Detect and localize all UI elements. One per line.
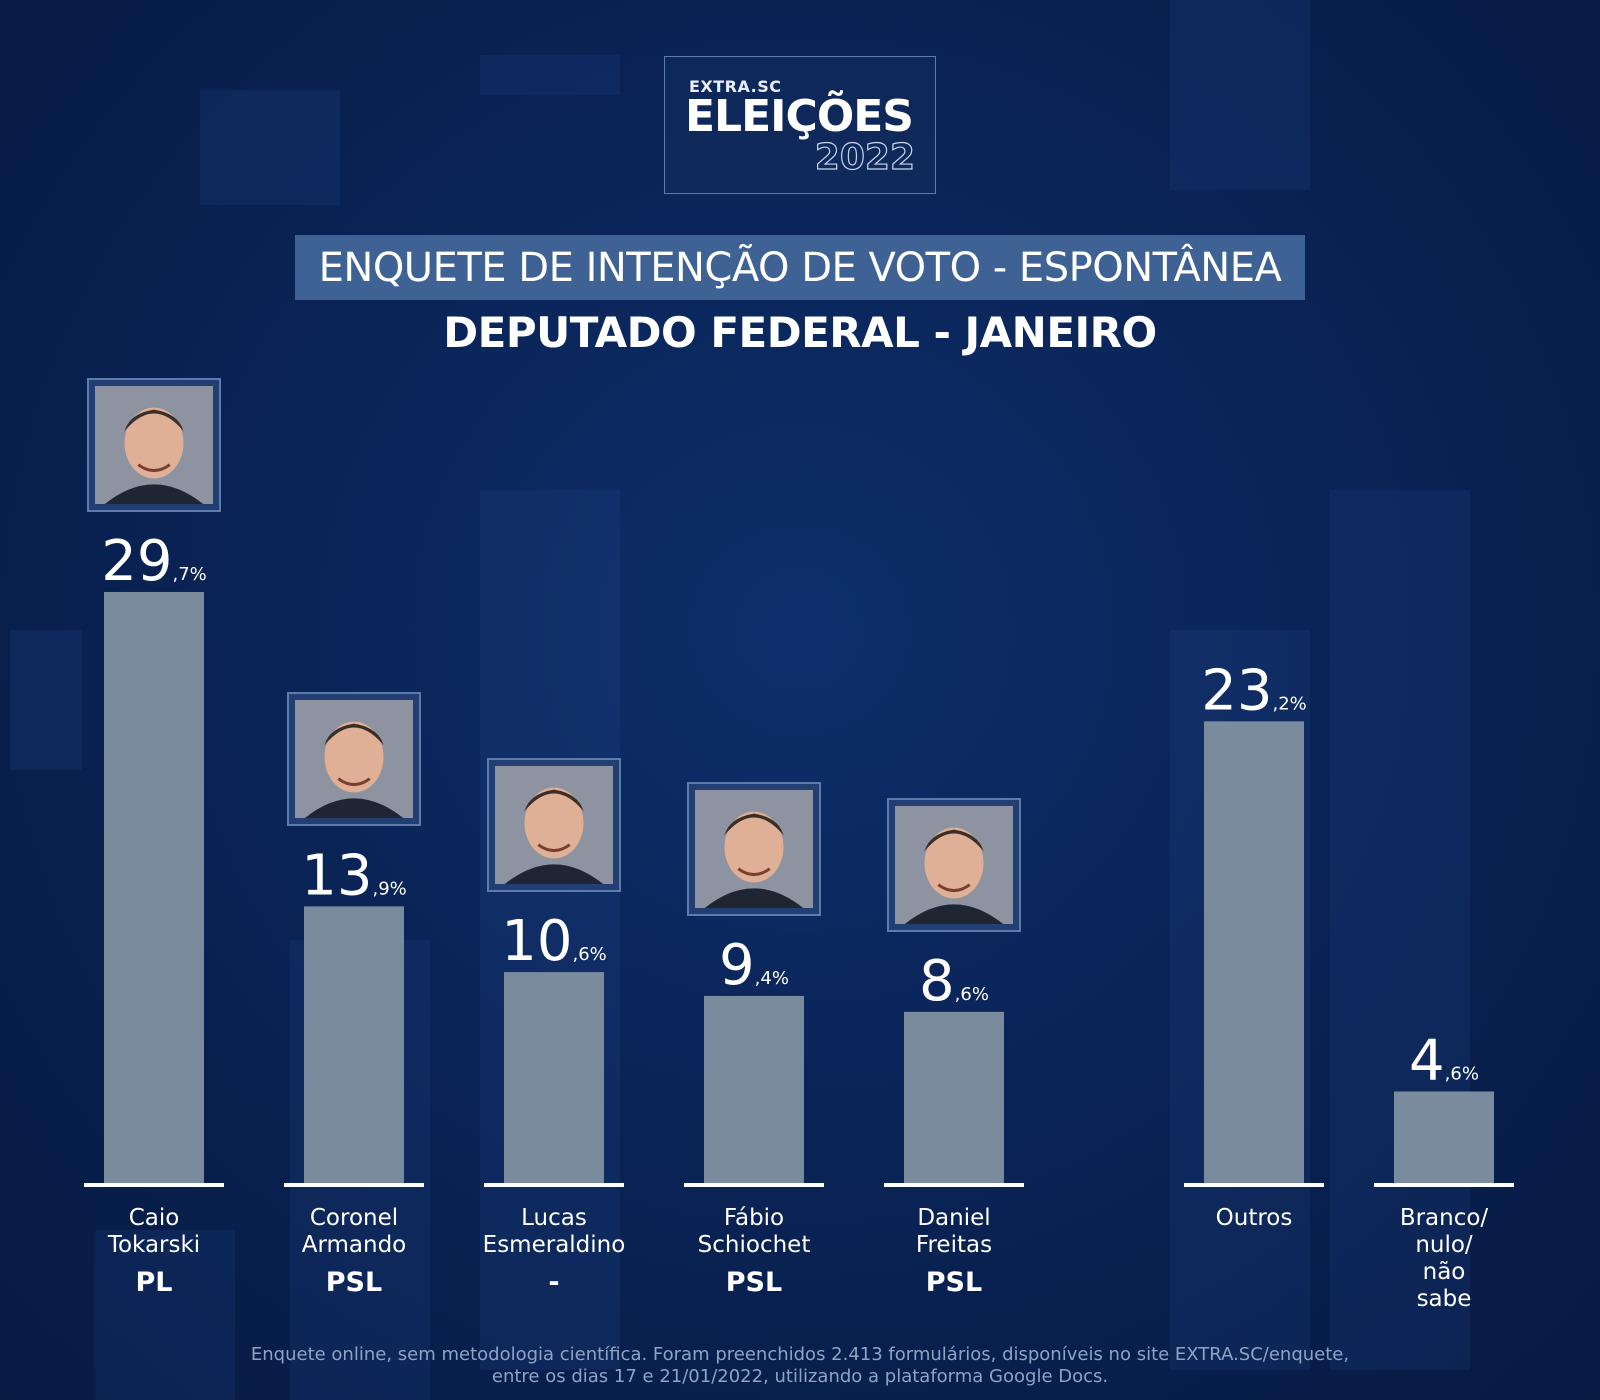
footnote: Enquete online, sem metodologia científi… xyxy=(0,1344,1600,1388)
chart-title-banner: ENQUETE DE INTENÇÃO DE VOTO - ESPONTÂNEA xyxy=(295,235,1305,300)
person-icon xyxy=(495,766,613,885)
data-label: 29,7% xyxy=(101,529,207,594)
party-label: PSL xyxy=(925,1267,983,1298)
candidate-photo xyxy=(487,758,621,893)
candidate-photo xyxy=(687,781,821,916)
background-decoration xyxy=(1170,0,1310,190)
bar xyxy=(904,1011,1004,1183)
logo-brand: EXTRA.SC xyxy=(689,77,782,96)
background-decoration xyxy=(480,490,620,1370)
party-label: PSL xyxy=(725,1267,783,1298)
person-icon xyxy=(295,700,413,819)
party-label: PSL xyxy=(325,1267,383,1298)
bar xyxy=(304,906,404,1183)
footnote-line-2: entre os dias 17 e 21/01/2022, utilizand… xyxy=(491,1366,1109,1387)
candidate-photo xyxy=(87,377,221,512)
category-label: Lucas Esmeraldino xyxy=(482,1205,626,1258)
data-label: 8,6% xyxy=(919,949,989,1014)
background-decoration xyxy=(95,1230,235,1400)
person-icon xyxy=(95,385,213,504)
category-label: Outros xyxy=(1215,1205,1293,1231)
candidate-photo xyxy=(887,797,1021,932)
data-label: 23,2% xyxy=(1201,658,1307,723)
category-label: Fábio Schiochet xyxy=(697,1205,811,1258)
background-decoration xyxy=(1330,490,1470,1370)
party-label: PL xyxy=(135,1267,173,1298)
background-decoration xyxy=(200,90,340,205)
bar xyxy=(504,972,604,1183)
person-icon xyxy=(895,805,1013,924)
data-label: 10,6% xyxy=(501,909,607,974)
bar xyxy=(1394,1091,1494,1183)
person-icon xyxy=(695,789,813,908)
elections-logo: EXTRA.SC ELEIÇÕES 2022 xyxy=(664,56,936,194)
logo-word: ELEIÇÕES xyxy=(685,91,914,142)
data-label: 4,6% xyxy=(1409,1028,1479,1093)
party-label: - xyxy=(548,1267,560,1298)
data-label: 9,4% xyxy=(719,933,789,998)
footnote-line-1: Enquete online, sem metodologia científi… xyxy=(250,1344,1350,1365)
category-label: Daniel Freitas xyxy=(915,1205,993,1258)
category-label: Coronel Armando xyxy=(301,1205,407,1258)
bar xyxy=(104,591,204,1183)
background-decoration xyxy=(10,630,82,770)
bar xyxy=(704,995,804,1183)
background-decoration xyxy=(480,55,620,95)
candidate-photo xyxy=(287,692,421,827)
category-label: Caio Tokarski xyxy=(107,1205,201,1258)
chart-subtitle: DEPUTADO FEDERAL - JANEIRO xyxy=(443,308,1157,357)
data-label: 13,9% xyxy=(301,843,407,908)
chart-title: ENQUETE DE INTENÇÃO DE VOTO - ESPONTÂNEA xyxy=(318,244,1282,291)
bar xyxy=(1204,721,1304,1183)
logo-year: 2022 xyxy=(814,136,915,178)
category-label: Branco/nulo/não sabe xyxy=(1399,1205,1489,1312)
